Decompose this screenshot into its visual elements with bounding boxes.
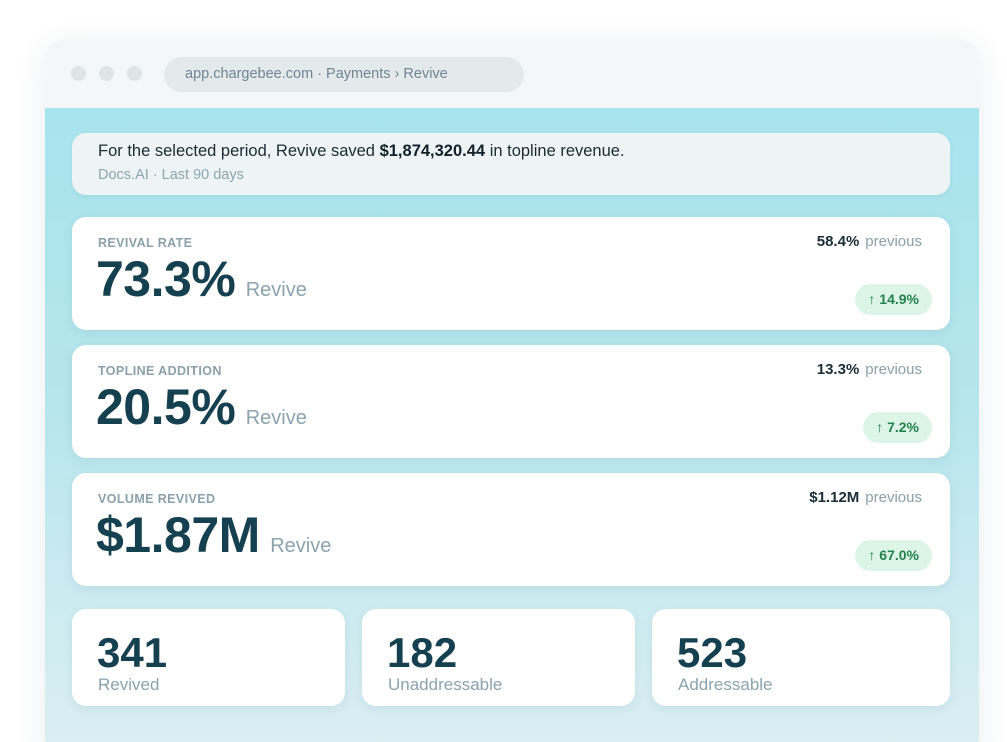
metric-label: REVIVAL RATE — [98, 236, 193, 250]
metric-card-topline-addition: TOPLINE ADDITION 20.5% Revive 13.3% previ… — [72, 345, 950, 458]
metric-source: Revive — [270, 535, 332, 557]
summary-subtitle: Docs.AI · Last 90 days — [98, 167, 244, 183]
window-maximize-dot[interactable] — [127, 66, 142, 81]
summary-text-prefix: For the selected period, Revive saved — [98, 142, 380, 160]
metric-card-volume-revived: VOLUME REVIVED $1.87M Revive $1.12M previ… — [72, 473, 950, 586]
metric-value: 20.5% — [96, 379, 236, 435]
metric-source: Revive — [245, 279, 307, 301]
previous-value: $1.12M previous — [809, 489, 922, 506]
previous-number: 58.4% — [816, 233, 860, 250]
stat-value: 341 — [97, 629, 168, 676]
previous-value: 13.3% previous — [817, 361, 922, 378]
metric-value: $1.87M — [96, 507, 260, 563]
stat-value: 523 — [677, 629, 748, 676]
metric-value-row: $1.87M Revive — [96, 506, 331, 564]
previous-label: previous — [865, 361, 922, 378]
change-badge: ↑ 14.9% — [855, 284, 932, 315]
stat-value: 182 — [387, 629, 458, 676]
address-bar[interactable]: app.chargebee.com · Payments › Revive — [164, 57, 524, 92]
summary-banner: For the selected period, Revive saved $1… — [72, 133, 950, 195]
metric-source: Revive — [245, 407, 307, 429]
previous-label: previous — [865, 233, 922, 250]
change-badge: ↑ 7.2% — [863, 412, 932, 443]
metric-value: 73.3% — [96, 251, 236, 307]
previous-number: $1.12M — [809, 489, 860, 506]
saved-amount: $1,874,320.44 — [379, 142, 486, 160]
previous-number: 13.3% — [816, 361, 860, 378]
metric-value-row: 73.3% Revive — [96, 250, 307, 308]
stat-card-unaddressable: 182 Unaddressable — [362, 609, 635, 706]
stat-label: Unaddressable — [388, 675, 503, 694]
summary-text: For the selected period, Revive saved $1… — [98, 142, 625, 161]
stat-card-revived: 341 Revived — [72, 609, 345, 706]
browser-titlebar: app.chargebee.com · Payments › Revive — [45, 40, 979, 108]
stat-label: Revived — [98, 675, 160, 694]
revive-dashboard: For the selected period, Revive saved $1… — [45, 108, 979, 742]
window-minimize-dot[interactable] — [99, 66, 114, 81]
previous-value: 58.4% previous — [817, 233, 922, 250]
window-close-dot[interactable] — [71, 66, 86, 81]
stat-card-addressable: 523 Addressable — [652, 609, 950, 706]
change-badge: ↑ 67.0% — [855, 540, 932, 571]
summary-text-suffix: in topline revenue. — [485, 142, 625, 160]
metric-value-row: 20.5% Revive — [96, 378, 307, 436]
metric-label: TOPLINE ADDITION — [98, 364, 222, 378]
metric-card-revival-rate: REVIVAL RATE 73.3% Revive 58.4% previous … — [72, 217, 950, 330]
metric-label: VOLUME REVIVED — [98, 492, 216, 506]
browser-window: app.chargebee.com · Payments › Revive Fo… — [45, 40, 979, 742]
stat-label: Addressable — [678, 675, 773, 694]
previous-label: previous — [865, 489, 922, 506]
